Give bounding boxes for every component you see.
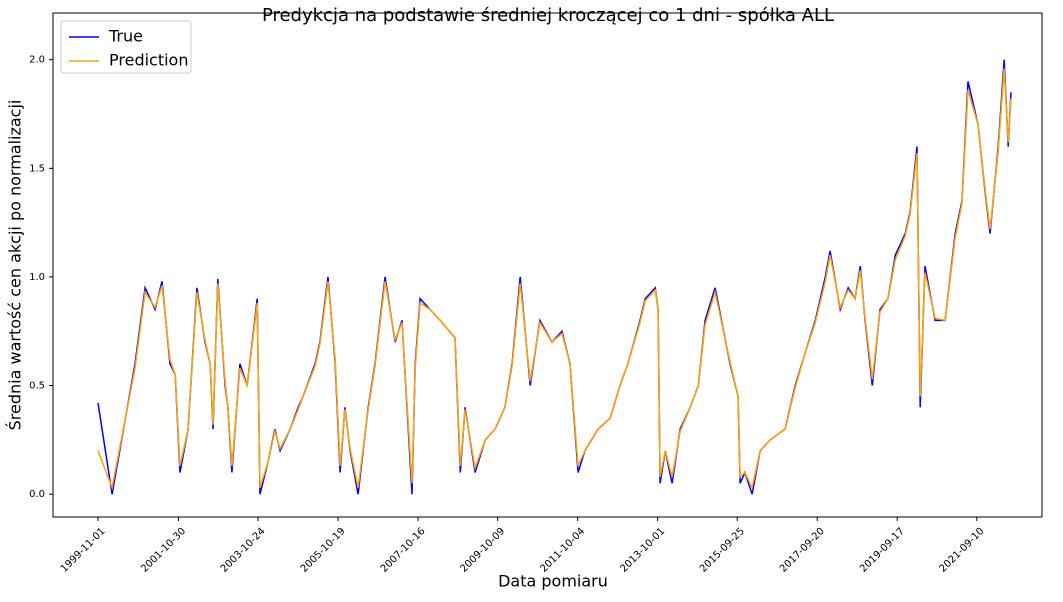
legend-label: Prediction (109, 51, 188, 70)
series-line (97, 68, 1012, 491)
y-axis-label: Średnia wartość cen akcji po normalizacj… (6, 100, 25, 431)
plot-frame (52, 12, 1043, 518)
y-tick-label: 0.5 (29, 381, 45, 392)
y-tick-label: 1.5 (29, 163, 45, 174)
chart-title: Predykcja na podstawie średniej kroczące… (262, 5, 834, 26)
y-tick-label: 0.0 (29, 489, 45, 500)
x-axis-label: Data pomiaru (498, 572, 608, 591)
legend-label: True (108, 27, 143, 46)
legend-box (60, 20, 192, 74)
y-tick-label: 2.0 (29, 55, 45, 66)
y-tick-label: 1.0 (29, 272, 45, 283)
